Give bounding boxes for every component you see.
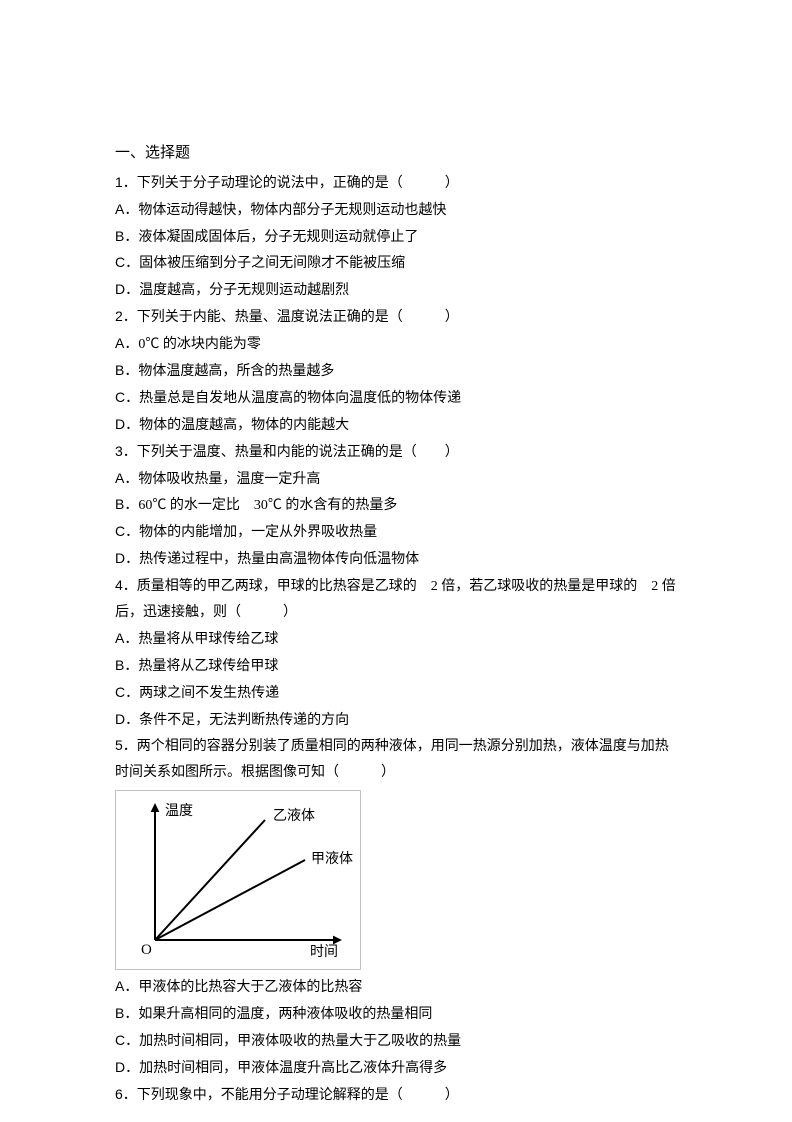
q4-option-b: B．热量将从乙球传给甲球 [115, 653, 677, 680]
q4-stem-part: 2 倍，若乙球吸收的热量是甲球的 [431, 579, 638, 594]
option-letter: A [115, 978, 124, 994]
option-letter: C [115, 523, 125, 539]
q3-stem: 3．下列关于温度、热量和内能的说法正确的是（ ） [115, 439, 677, 466]
option-text: 物体温度越高，所含的热量越多 [138, 364, 334, 379]
q3-option-a: A．物体吸收热量，温度一定升高 [115, 466, 677, 493]
line-chart-svg: 乙液体甲液体 温度时间 O [115, 790, 361, 970]
option-letter: B [115, 657, 124, 673]
option-text: 热量将从甲球传给乙球 [138, 632, 278, 647]
svg-text:温度: 温度 [165, 803, 193, 819]
option-text: 物体运动得越快，物体内部分子无规则运动也越快 [138, 203, 446, 218]
option-text: 物体的内能增加，一定从外界吸收热量 [139, 525, 377, 540]
q3-number: 3 [115, 443, 123, 459]
option-letter: A [115, 470, 124, 486]
option-text: 物体的温度越高，物体的内能越大 [139, 418, 349, 433]
q3-option-d: D．热传递过程中，热量由高温物体传向低温物体 [115, 546, 677, 573]
svg-text:O: O [141, 942, 152, 958]
option-text: 两球之间不发生热传递 [139, 686, 279, 701]
option-letter: A [115, 630, 124, 646]
q3-option-b: B．60℃ 的水一定比 30℃ 的水含有的热量多 [115, 492, 677, 519]
q5-number: 5 [115, 737, 123, 753]
option-letter: B [115, 362, 124, 378]
option-text: 液体凝固成固体后，分子无规则运动就停止了 [138, 230, 418, 245]
q1-option-d: D．温度越高，分子无规则运动越剧烈 [115, 277, 677, 304]
option-letter: A [115, 201, 124, 217]
section-title: 一、选择题 [115, 140, 677, 168]
q4-option-c: C．两球之间不发生热传递 [115, 680, 677, 707]
q5-stem-line1: 5．两个相同的容器分别装了质量相同的两种液体，用同一热源分别加热，液体温度与加热 [115, 733, 677, 760]
svg-text:甲液体: 甲液体 [311, 851, 353, 867]
option-letter: B [115, 228, 124, 244]
option-text: 热量将从乙球传给甲球 [138, 659, 278, 674]
option-text: 0℃ 的冰块内能为零 [138, 337, 261, 352]
option-letter: A [115, 335, 124, 351]
q2-option-d: D．物体的温度越高，物体的内能越大 [115, 412, 677, 439]
option-text: 如果升高相同的温度，两种液体吸收的热量相同 [138, 1007, 432, 1022]
q1-option-b: B．液体凝固成固体后，分子无规则运动就停止了 [115, 224, 677, 251]
q5-option-b: B．如果升高相同的温度，两种液体吸收的热量相同 [115, 1001, 677, 1028]
q4-stem-part: 质量相等的甲乙两球，甲球的比热容是乙球的 [137, 579, 417, 594]
q1-stem-text: 下列关于分子动理论的说法中，正确的是（ ） [137, 176, 459, 191]
q4-stem: 4．质量相等的甲乙两球，甲球的比热容是乙球的 2 倍，若乙球吸收的热量是甲球的 … [115, 573, 677, 600]
q1-stem: 1．下列关于分子动理论的说法中，正确的是（ ） [115, 170, 677, 197]
option-letter: D [115, 416, 125, 432]
q2-option-b: B．物体温度越高，所含的热量越多 [115, 358, 677, 385]
q6-number: 6 [115, 1086, 123, 1102]
q5-option-d: D．加热时间相同，甲液体温度升高比乙液体升高得多 [115, 1055, 677, 1082]
option-text: 热量总是自发地从温度高的物体向温度低的物体传递 [139, 391, 461, 406]
q3-option-c: C．物体的内能增加，一定从外界吸收热量 [115, 519, 677, 546]
option-letter: D [115, 711, 125, 727]
q4-stem-line2: 后，迅速接触，则（ ） [115, 600, 677, 626]
option-letter: D [115, 550, 125, 566]
q4-option-d: D．条件不足，无法判断热传递的方向 [115, 707, 677, 734]
q4-number: 4 [115, 577, 123, 593]
option-letter: C [115, 254, 125, 270]
option-text: 固体被压缩到分子之间无间隙才不能被压缩 [139, 256, 405, 271]
q5-option-c: C．加热时间相同，甲液体吸收的热量大于乙吸收的热量 [115, 1028, 677, 1055]
option-text: 甲液体的比热容大于乙液体的比热容 [138, 980, 362, 995]
q6-stem: 6．下列现象中，不能用分子动理论解释的是（ ） [115, 1082, 677, 1109]
option-letter: C [115, 1032, 125, 1048]
q2-number: 2 [115, 308, 123, 324]
q2-option-c: C．热量总是自发地从温度高的物体向温度低的物体传递 [115, 385, 677, 412]
option-letter: B [115, 1005, 124, 1021]
q2-option-a: A．0℃ 的冰块内能为零 [115, 331, 677, 358]
q5-option-a: A．甲液体的比热容大于乙液体的比热容 [115, 974, 677, 1001]
option-letter: C [115, 684, 125, 700]
option-text: 温度越高，分子无规则运动越剧烈 [139, 283, 349, 298]
option-text: 物体吸收热量，温度一定升高 [138, 472, 320, 487]
q1-option-a: A．物体运动得越快，物体内部分子无规则运动也越快 [115, 197, 677, 224]
q6-stem-text: 下列现象中，不能用分子动理论解释的是（ ） [137, 1088, 459, 1103]
q1-number: 1 [115, 174, 123, 190]
q3-stem-text: 下列关于温度、热量和内能的说法正确的是（ ） [137, 445, 459, 460]
q5-chart: 乙液体甲液体 温度时间 O [115, 790, 677, 970]
option-text: 加热时间相同，甲液体温度升高比乙液体升高得多 [139, 1061, 447, 1076]
option-text: 60℃ 的水一定比 30℃ 的水含有的热量多 [138, 498, 397, 513]
option-letter: C [115, 389, 125, 405]
q4-option-a: A．热量将从甲球传给乙球 [115, 626, 677, 653]
q1-option-c: C．固体被压缩到分子之间无间隙才不能被压缩 [115, 250, 677, 277]
q5-stem-text: 两个相同的容器分别装了质量相同的两种液体，用同一热源分别加热，液体温度与加热 [137, 739, 669, 754]
svg-text:乙液体: 乙液体 [273, 808, 315, 824]
q4-stem-part: 2 倍 [651, 579, 676, 594]
q5-stem-line2: 时间关系如图所示。根据图像可知（ ） [115, 760, 677, 786]
option-letter: D [115, 1059, 125, 1075]
option-text: 加热时间相同，甲液体吸收的热量大于乙吸收的热量 [139, 1034, 461, 1049]
q2-stem-text: 下列关于内能、热量、温度说法正确的是（ ） [137, 310, 459, 325]
option-text: 条件不足，无法判断热传递的方向 [139, 713, 349, 728]
option-text: 热传递过程中，热量由高温物体传向低温物体 [139, 552, 419, 567]
option-letter: D [115, 281, 125, 297]
q2-stem: 2．下列关于内能、热量、温度说法正确的是（ ） [115, 304, 677, 331]
svg-text:时间: 时间 [310, 944, 338, 960]
option-letter: B [115, 496, 124, 512]
